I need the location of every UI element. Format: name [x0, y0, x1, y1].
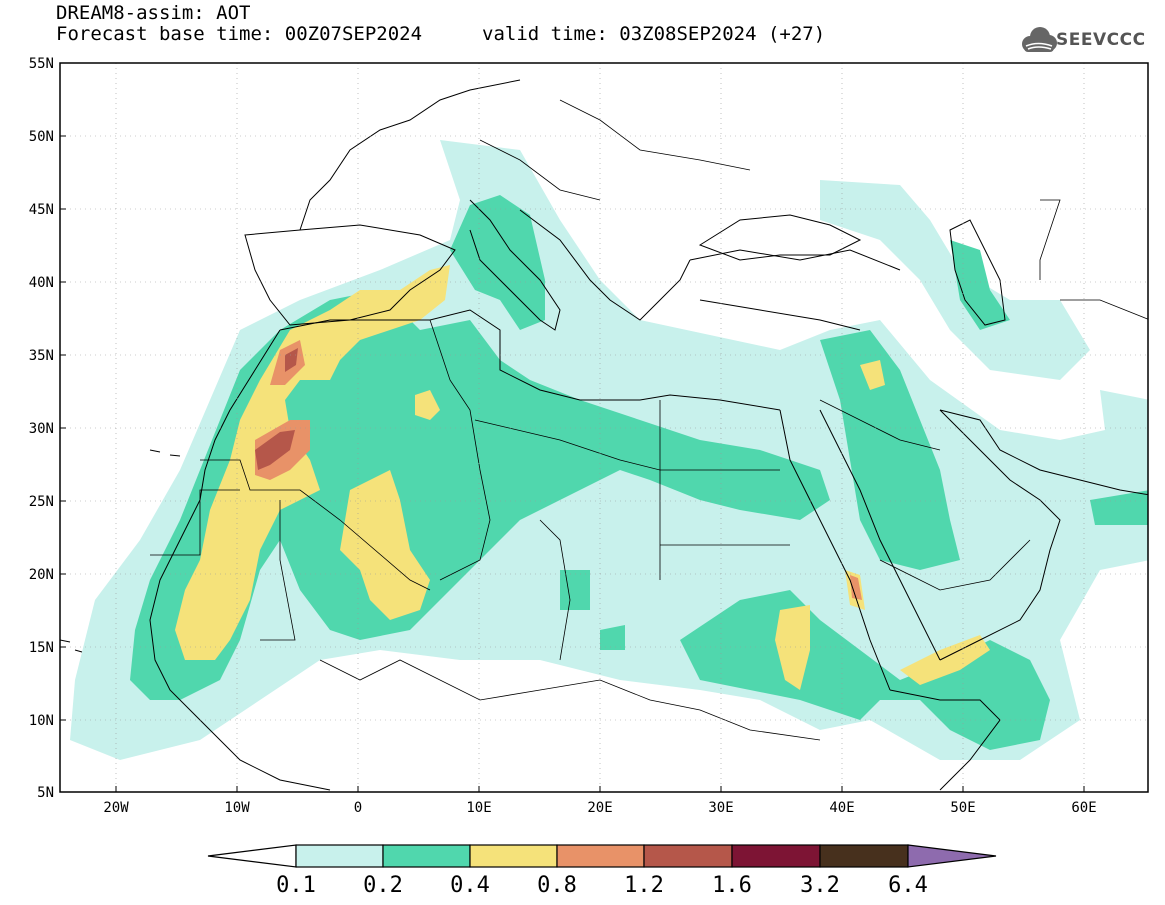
colorbar-label: 0.8	[537, 873, 577, 898]
lat-label: 40N	[29, 275, 54, 291]
aot-contour-0.2	[130, 195, 1148, 750]
map-frame	[60, 63, 1148, 792]
colorbar-label: 0.4	[450, 873, 490, 898]
lon-label: 20E	[587, 800, 612, 816]
colorbar-label: 6.4	[888, 873, 928, 898]
colorbar-label: 0.2	[363, 873, 403, 898]
lat-label: 30N	[29, 421, 54, 437]
valid-time: valid time: 03Z08SEP2024 (+27)	[482, 23, 826, 45]
map-title: DREAM8-assim: AOT	[56, 2, 251, 24]
lat-label: 5N	[37, 785, 54, 801]
colorbar-swatch	[731, 844, 821, 868]
colorbar-low-arrow	[207, 844, 297, 868]
colorbar-swatch	[819, 844, 909, 868]
aot-contour-0.8	[255, 340, 862, 600]
lat-label: 55N	[29, 56, 54, 72]
colorbar-swatch	[643, 844, 733, 868]
colorbar-label: 3.2	[800, 873, 840, 898]
colorbar-label: 1.2	[624, 873, 664, 898]
lon-label: 50E	[950, 800, 975, 816]
colorbar-swatch	[382, 844, 471, 868]
logo-text: SEEVCCC	[1056, 30, 1146, 50]
lon-label: 10E	[466, 800, 491, 816]
lon-label: 60E	[1071, 800, 1096, 816]
aot-contour-0.1	[70, 140, 1148, 760]
lat-label: 20N	[29, 567, 54, 583]
borders	[150, 99, 1148, 741]
colorbar-high-arrow	[907, 844, 997, 868]
lat-label: 35N	[29, 348, 54, 364]
longitude-labels: 20W 10W 0 10E 20E 30E 40E 50E 60E	[103, 800, 1096, 816]
lon-label: 40E	[829, 800, 854, 816]
colorbar-swatch	[469, 844, 558, 868]
cloud-logo-icon	[1022, 27, 1057, 52]
aot-contour-1.2	[255, 348, 298, 470]
axis-ticks	[60, 135, 1085, 792]
lon-label: 10W	[224, 800, 250, 816]
lon-label: 20W	[103, 800, 129, 816]
coastlines	[60, 79, 1148, 791]
colorbar-swatch	[295, 844, 384, 868]
latitude-labels: 55N 50N 45N 40N 35N 30N 25N 20N 15N 10N …	[29, 56, 54, 801]
forecast-base-time: Forecast base time: 00Z07SEP2024	[56, 23, 423, 45]
colorbar-label: 0.1	[276, 873, 316, 898]
lat-label: 25N	[29, 494, 54, 510]
colorbar-swatch	[556, 844, 645, 868]
lat-label: 10N	[29, 713, 54, 729]
lat-label: 50N	[29, 129, 54, 145]
map-border	[59, 62, 1149, 793]
lat-label: 15N	[29, 640, 54, 656]
colorbar: 0.1 0.2 0.4 0.8 1.2 1.6 3.2 6.4	[207, 844, 997, 898]
lat-label: 45N	[29, 202, 54, 218]
lon-label: 30E	[708, 800, 733, 816]
aot-contour-0.4	[175, 265, 990, 690]
lon-label: 0	[354, 800, 362, 816]
colorbar-label: 1.6	[712, 873, 752, 898]
grid-lines	[60, 63, 1148, 792]
